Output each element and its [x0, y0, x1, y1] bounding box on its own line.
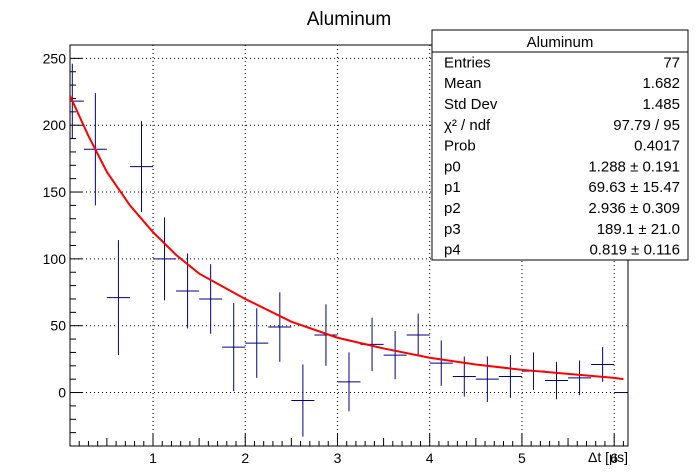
- stats-box-frame: [431, 29, 689, 261]
- stats-row-label: p0: [444, 158, 461, 175]
- data-point: [429, 340, 453, 386]
- y-tick-label: 150: [43, 184, 67, 200]
- stats-row-value: 1.485: [642, 96, 680, 113]
- x-tick-label: 5: [518, 450, 526, 466]
- data-point: [475, 356, 499, 402]
- stats-row-label: Std Dev: [444, 96, 498, 113]
- data-point: [383, 331, 407, 380]
- data-points: [70, 63, 628, 437]
- stats-row-label: p1: [444, 179, 461, 196]
- data-point: [153, 217, 177, 301]
- x-tick-label: 6: [610, 450, 618, 466]
- data-point: [544, 361, 569, 400]
- stats-row-value: 97.79 / 95: [613, 117, 680, 134]
- data-point: [314, 304, 338, 366]
- stats-row-value: 1.288 ± 0.191: [588, 158, 680, 175]
- y-tick-label: 50: [50, 318, 66, 334]
- stats-box-title: Aluminum: [527, 34, 594, 51]
- stats-row-value: 0.819 ± 0.116: [589, 242, 680, 259]
- data-point: [406, 313, 430, 357]
- x-tick-label: 2: [241, 450, 249, 466]
- data-point: [498, 355, 522, 398]
- stats-row-label: p3: [444, 221, 461, 238]
- stats-row-label: Mean: [444, 75, 482, 92]
- fit-curve: [70, 95, 624, 381]
- chart-title: Aluminum: [307, 9, 391, 30]
- data-point: [291, 364, 315, 437]
- stats-row-value: 0.4017: [634, 138, 680, 155]
- stats-row-value: 77: [663, 54, 680, 71]
- axes: 1 2 3 4 5 6 0 50 100 150 200 250: [43, 44, 624, 466]
- stats-row-value: 69.63 ± 15.47: [588, 179, 680, 196]
- y-tick-label: 0: [58, 385, 66, 401]
- stats-row-label: Prob: [444, 138, 476, 155]
- x-tick-label: 3: [334, 450, 342, 466]
- data-point: [337, 352, 361, 412]
- stats-row-value: 1.682: [642, 75, 680, 92]
- data-point: [199, 264, 223, 334]
- stats-row-value: 2.936 ± 0.309: [588, 200, 680, 217]
- stats-row-label: Entries: [444, 54, 491, 71]
- data-point: [222, 302, 246, 392]
- data-point: [268, 292, 292, 362]
- x-axis-label: Δt [µs]: [588, 449, 628, 465]
- stats-row-label: p2: [444, 200, 461, 217]
- data-point: [176, 253, 200, 329]
- y-tick-label: 200: [43, 117, 67, 133]
- stats-row-label: p4: [444, 242, 461, 259]
- data-point: [568, 360, 592, 396]
- y-tick-label: 250: [43, 50, 67, 66]
- data-point: [129, 121, 154, 213]
- x-tick-label: 4: [426, 450, 434, 466]
- y-tick-label: 100: [43, 251, 67, 267]
- stats-row-label: χ² / ndf: [444, 117, 491, 134]
- stats-box: Aluminum Entries 77 Mean 1.682 Std Dev 1.485 χ²…: [431, 29, 689, 261]
- data-point: [106, 240, 130, 356]
- stats-row-value: 189.1 ± 21.0: [597, 221, 680, 238]
- x-tick-label: 1: [149, 450, 157, 466]
- data-point: [245, 308, 269, 378]
